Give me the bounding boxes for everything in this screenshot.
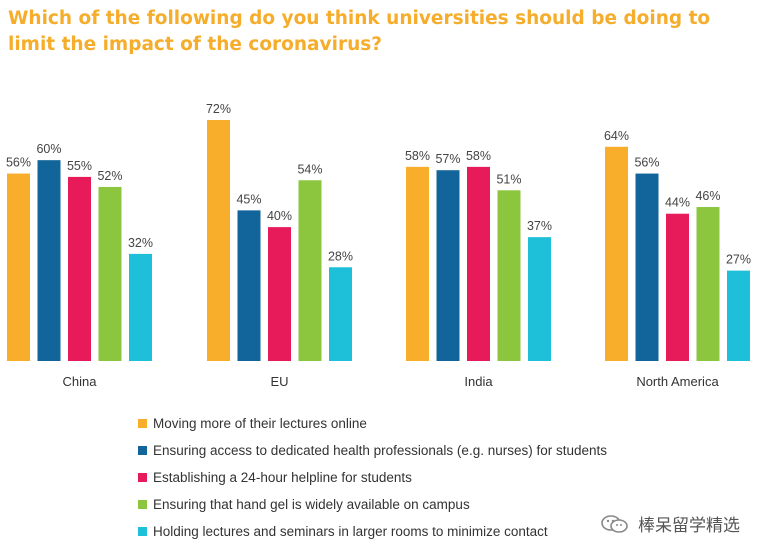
- bar-value-label: 58%: [466, 149, 491, 163]
- category-label: India: [464, 374, 493, 389]
- bar-value-label: 32%: [128, 236, 153, 250]
- bar-value-label: 54%: [297, 162, 322, 176]
- legend-label: Holding lectures and seminars in larger …: [153, 524, 548, 539]
- bar: [605, 146, 628, 361]
- bar: [207, 120, 230, 361]
- legend-swatch: [138, 446, 147, 455]
- bar: [666, 213, 689, 361]
- bar: [635, 173, 659, 361]
- bar: [467, 166, 490, 361]
- legend-item: Establishing a 24-hour helpline for stud…: [138, 464, 607, 491]
- bar: [129, 253, 152, 361]
- bar-value-label: 60%: [36, 142, 61, 156]
- bar-value-label: 58%: [405, 149, 430, 163]
- bar: [268, 227, 291, 361]
- legend-swatch: [138, 500, 147, 509]
- watermark-text: 棒呆留学精选: [638, 516, 740, 535]
- category-label: China: [63, 374, 98, 389]
- bar-value-label: 46%: [695, 189, 720, 203]
- chart-legend: Moving more of their lectures online Ensu…: [138, 410, 607, 545]
- category-label: North America: [636, 374, 719, 389]
- bar: [696, 207, 720, 361]
- bar-value-label: 72%: [206, 102, 231, 116]
- legend-label: Moving more of their lectures online: [153, 416, 367, 431]
- bar: [727, 270, 750, 361]
- bar-value-label: 51%: [496, 172, 521, 186]
- legend-item: Ensuring that hand gel is widely availab…: [138, 491, 607, 518]
- bar-value-label: 64%: [604, 129, 629, 143]
- legend-swatch: [138, 419, 147, 428]
- bar-value-label: 56%: [634, 156, 659, 170]
- bar-chart: 56% 60% 55% 52% 32% China 72% 45% 40% 54% 28% EU 58%…: [6, 102, 751, 389]
- chart-title: Which of the following do you think univ…: [8, 8, 711, 55]
- legend-label: Ensuring that hand gel is widely availab…: [153, 497, 470, 512]
- legend-item: Moving more of their lectures online: [138, 410, 607, 437]
- bar: [436, 170, 460, 361]
- legend-item: Ensuring access to dedicated health prof…: [138, 437, 607, 464]
- bar-value-label: 44%: [665, 196, 690, 210]
- bar: [68, 176, 91, 361]
- bar-value-label: 37%: [527, 219, 552, 233]
- bar-value-label: 56%: [6, 156, 31, 170]
- bar: [237, 210, 261, 361]
- bar: [497, 190, 521, 361]
- bar-value-label: 52%: [97, 169, 122, 183]
- legend-label: Establishing a 24-hour helpline for stud…: [153, 470, 412, 485]
- bar-value-label: 57%: [435, 152, 460, 166]
- category-label: EU: [270, 374, 288, 389]
- watermark: 棒呆留学精选: [600, 511, 740, 536]
- bar: [98, 186, 122, 361]
- bar-value-label: 28%: [328, 249, 353, 263]
- bar-value-label: 55%: [67, 159, 92, 173]
- legend-label: Ensuring access to dedicated health prof…: [153, 443, 608, 458]
- bar-value-label: 45%: [236, 192, 261, 206]
- bar-value-label: 40%: [267, 209, 292, 223]
- legend-swatch: [138, 527, 147, 536]
- bar: [329, 267, 352, 361]
- bar: [406, 166, 429, 361]
- legend-item: Holding lectures and seminars in larger …: [138, 518, 607, 545]
- bar: [298, 180, 322, 361]
- legend-swatch: [138, 473, 147, 482]
- bar-value-label: 27%: [726, 253, 751, 267]
- bar: [7, 173, 30, 361]
- wechat-icon: [600, 514, 630, 534]
- bar: [37, 160, 61, 361]
- bar: [528, 237, 551, 361]
